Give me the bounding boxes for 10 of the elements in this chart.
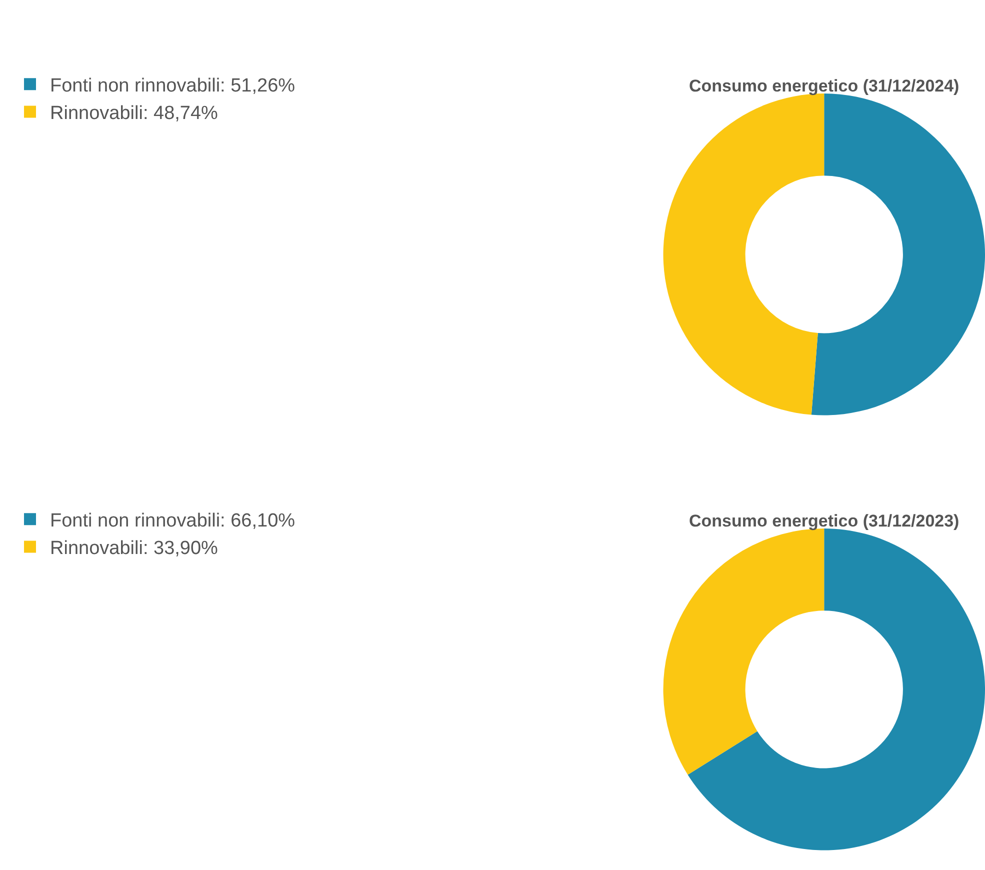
legend-label: Rinnovabili: 33,90% — [50, 538, 218, 560]
legend-label: Rinnovabili: 48,74% — [50, 103, 218, 124]
donut-slice — [663, 94, 824, 415]
donut-slice — [664, 528, 824, 775]
legend-label: Fonti non rinnovabili: 51,26% — [50, 76, 296, 97]
legend-label: Fonti non rinnovabili: 66,10% — [50, 510, 296, 532]
chart-title: Consumo energetico (31/12/2024) — [689, 76, 960, 96]
chart-title: Consumo energetico (31/12/2023) — [689, 512, 960, 531]
donut-slice — [688, 528, 985, 850]
donut-slice — [811, 94, 985, 416]
